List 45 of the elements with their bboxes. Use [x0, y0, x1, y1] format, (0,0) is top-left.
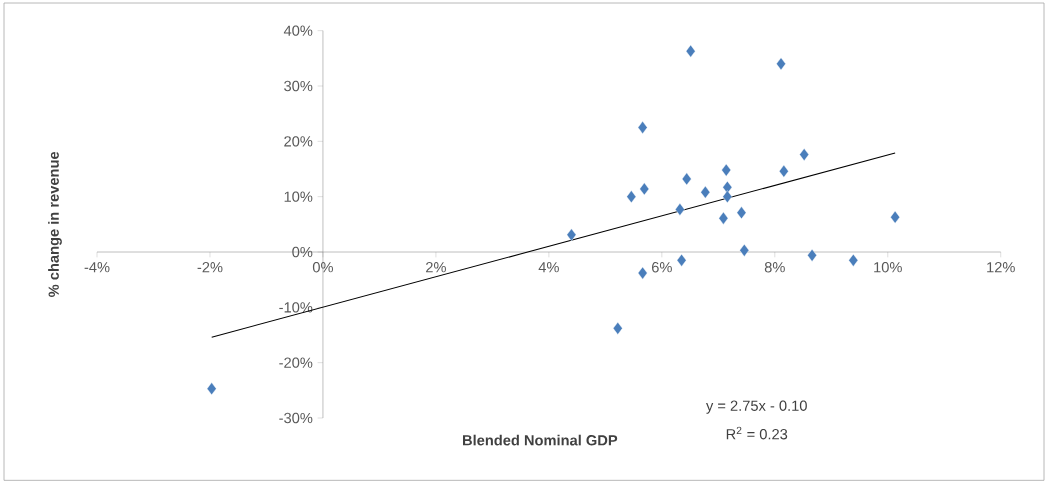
- point: [675, 203, 685, 216]
- y-tick-label: -20%: [279, 357, 313, 368]
- x-tick-label: -2%: [197, 262, 223, 273]
- x-tick-label: 2%: [426, 262, 446, 273]
- point: [721, 163, 732, 177]
- annotation: y = 2.75x - 0.10: [706, 400, 807, 414]
- x-tick-label: 12%: [987, 262, 1015, 273]
- x-tick-label: 6%: [651, 262, 672, 273]
- point: [637, 121, 648, 134]
- point: [637, 266, 648, 280]
- point: [848, 253, 859, 267]
- point: [566, 228, 577, 242]
- point: [722, 180, 733, 194]
- y-tick-label: -30%: [279, 412, 313, 424]
- x-tick-label: 0%: [312, 262, 333, 273]
- point: [779, 164, 789, 178]
- point: [722, 190, 733, 203]
- y-axis-title: % change in revenue: [48, 151, 62, 297]
- point: [681, 172, 692, 186]
- y-tick-label: 30%: [284, 80, 313, 92]
- point: [626, 190, 637, 203]
- x-axis-title: Blended Nominal GDP: [463, 434, 618, 446]
- point: [700, 185, 711, 199]
- y-tick-label: 20%: [284, 136, 313, 147]
- y-tick-label: 40%: [283, 25, 313, 36]
- point: [612, 322, 623, 335]
- y-tick-label: 0%: [292, 246, 313, 258]
- point: [718, 211, 729, 225]
- point: [639, 182, 650, 196]
- point: [206, 382, 217, 395]
- x-tick-label: 10%: [874, 262, 902, 273]
- point: [776, 57, 786, 71]
- point: [739, 244, 750, 257]
- x-tick-label: 8%: [764, 262, 785, 273]
- y-tick-label: 10%: [284, 191, 313, 202]
- text: R$^{2}$ = 0.23: [726, 426, 788, 440]
- y-tick-label: -10%: [279, 302, 313, 313]
- point: [676, 253, 687, 267]
- point: [890, 210, 900, 224]
- point: [685, 44, 696, 58]
- point: [799, 148, 809, 161]
- x-tick-label: 4%: [538, 262, 559, 273]
- point: [736, 206, 747, 220]
- point: [807, 248, 817, 262]
- x-tick-label: -4%: [84, 262, 110, 273]
